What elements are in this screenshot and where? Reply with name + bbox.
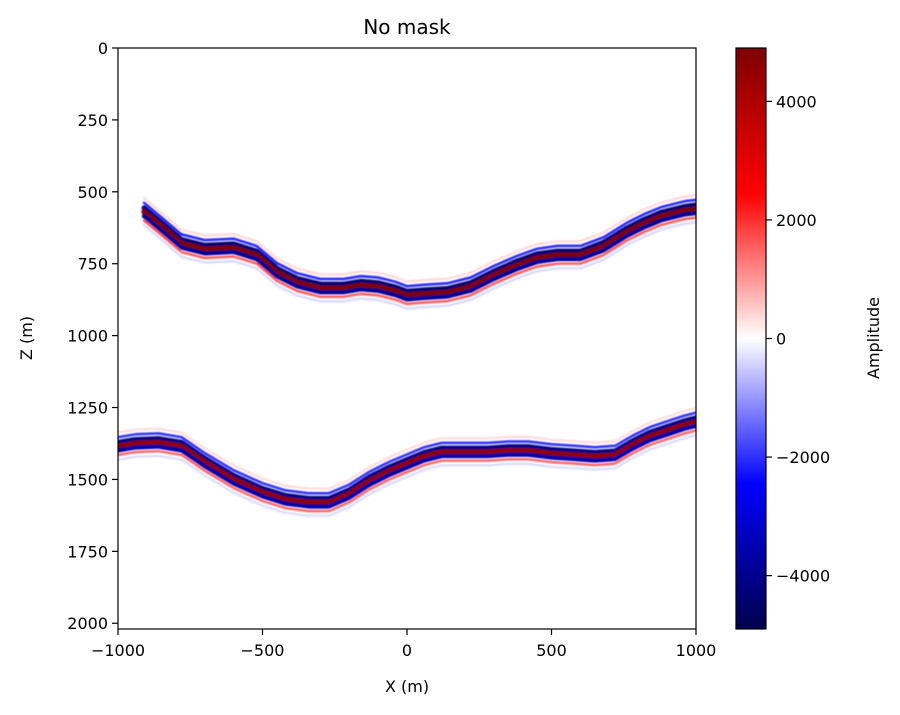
y-tick-label: 0 — [98, 39, 108, 58]
upper-reflector-band-4 — [141, 210, 696, 302]
lower-reflector — [118, 407, 696, 517]
x-axis-label: X (m) — [385, 677, 429, 696]
wavefield-image — [118, 194, 696, 517]
plot-area — [117, 47, 697, 630]
upper-reflector — [141, 194, 696, 310]
upper-reflector-band-6 — [142, 221, 696, 310]
y-tick-label: 1500 — [67, 470, 108, 489]
y-tick-label: 1750 — [67, 542, 108, 561]
plot-background — [118, 48, 696, 629]
upper-reflector-band-1 — [142, 198, 696, 288]
upper-reflector-band-3 — [141, 206, 696, 299]
lower-reflector-band-3 — [118, 419, 696, 506]
lower-reflector-band-6 — [118, 434, 696, 517]
y-axis-label: Z (m) — [17, 316, 36, 360]
y-tick-label: 500 — [77, 183, 108, 202]
colorbar-gradient — [735, 47, 767, 630]
colorbar: 4000 2000 0 −2000 −4000 Amplitude — [735, 47, 883, 630]
x-axis: −1000 −500 0 500 1000 — [91, 629, 716, 660]
x-tick-label: 500 — [536, 641, 567, 660]
lower-reflector-band-4 — [118, 423, 696, 509]
x-tick-label: 1000 — [676, 641, 717, 660]
upper-reflector-band-0 — [142, 194, 696, 283]
y-tick-label: 1000 — [67, 327, 108, 346]
y-axis: 0 250 500 750 1000 1250 1500 1750 2000 — [67, 39, 118, 633]
colorbar-tick-label: 0 — [776, 330, 786, 349]
lower-reflector-band-2 — [118, 415, 696, 501]
lower-reflector-band-5 — [118, 429, 696, 513]
colorbar-tick-label: −4000 — [776, 567, 830, 586]
y-tick-label: 2000 — [67, 614, 108, 633]
upper-reflector-band-5 — [142, 216, 696, 306]
y-tick-label: 250 — [77, 111, 108, 130]
colorbar-tick-label: −2000 — [776, 448, 830, 467]
lower-reflector-band-0 — [118, 407, 696, 490]
y-tick-label: 1250 — [67, 399, 108, 418]
lower-reflector-band-1 — [118, 411, 696, 495]
colorbar-tick-label: 4000 — [776, 92, 817, 111]
y-tick-label: 750 — [77, 255, 108, 274]
colorbar-label: Amplitude — [864, 297, 883, 379]
colorbar-tick-label: 2000 — [776, 211, 817, 230]
chart-title: No mask — [363, 15, 451, 39]
x-tick-label: −500 — [241, 641, 285, 660]
x-tick-label: −1000 — [91, 641, 145, 660]
x-tick-label: 0 — [402, 641, 412, 660]
upper-reflector-band-2 — [141, 202, 696, 294]
colorbar-ticks: 4000 2000 0 −2000 −4000 — [766, 92, 830, 586]
